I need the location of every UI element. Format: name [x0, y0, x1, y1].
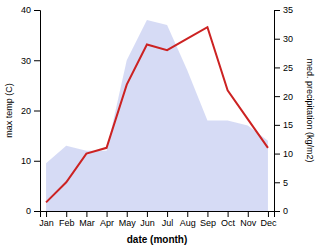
tick-mark	[167, 211, 168, 217]
tick: 30	[274, 34, 293, 44]
tick: Nov	[240, 211, 257, 228]
area	[46, 20, 268, 211]
tick: Jul	[162, 211, 174, 228]
tick-mark	[228, 211, 229, 217]
tick: Jun	[140, 211, 155, 228]
tick: 0	[274, 206, 288, 216]
tick: Jan	[39, 211, 54, 228]
tick-label: 20	[283, 92, 293, 102]
tick-label: 30	[283, 34, 293, 44]
tick-mark	[66, 211, 67, 217]
tick: 20	[21, 106, 40, 116]
tick-mark	[34, 211, 40, 212]
tick-label: Jun	[140, 218, 155, 228]
tick-label: 35	[283, 5, 293, 15]
tick: 40	[21, 5, 40, 15]
tick: 0	[26, 206, 40, 216]
tick-mark	[274, 96, 280, 97]
x-axis-title: date (month)	[127, 234, 188, 245]
axis-line	[41, 212, 275, 218]
tick-label: 10	[21, 156, 31, 166]
tick-label: Feb	[59, 218, 75, 228]
y-axis: 0 10 20 30 40	[21, 5, 41, 216]
tick-mark	[127, 211, 128, 217]
tick-mark	[34, 10, 40, 11]
chart: Jan Feb Mar Apr MayJun Jul Aug Sep Oct NovDec 0 10 2…	[0, 0, 318, 247]
tick-label: Mar	[79, 218, 95, 228]
tick-label: 10	[283, 149, 293, 159]
tick-mark	[187, 211, 188, 217]
axis-line	[34, 11, 41, 212]
tick-mark	[34, 161, 40, 162]
x-axis: Jan Feb Mar Apr MayJun Jul Aug Sep Oct NovDec	[39, 211, 277, 228]
tick: Aug	[180, 211, 196, 228]
tick-mark	[34, 60, 40, 61]
tick-mark	[248, 211, 249, 217]
tick-label: 5	[283, 178, 288, 188]
tick-mark	[274, 10, 280, 11]
tick-mark	[274, 182, 280, 183]
tick: Sep	[200, 211, 216, 228]
tick: May	[119, 211, 137, 228]
tick-label: May	[119, 218, 137, 228]
y2-axis: 0 5 10 15 20 25 30 35	[274, 5, 293, 216]
tick-label: Jul	[162, 218, 174, 228]
tick-mark	[34, 111, 40, 112]
y2-axis-title: med. precipitation (kg/m2)	[305, 58, 315, 162]
tick-mark	[274, 211, 280, 212]
tick-label: 15	[283, 120, 293, 130]
tick-label: Aug	[180, 218, 196, 228]
tick-mark	[268, 211, 269, 217]
tick-label: Sep	[200, 218, 216, 228]
tick: Mar	[79, 211, 95, 228]
tick-label: 30	[21, 56, 31, 66]
tick-mark	[207, 211, 208, 217]
tick-label: 0	[283, 206, 288, 216]
tick: Apr	[100, 211, 114, 228]
tick: 5	[274, 178, 288, 188]
tick-label: 25	[283, 63, 293, 73]
line	[46, 27, 268, 202]
tick-mark	[147, 211, 148, 217]
tick: 35	[274, 5, 293, 15]
y-axis-title: max temp (C)	[4, 83, 14, 138]
tick-label: Nov	[240, 218, 257, 228]
tick-label: 20	[21, 106, 31, 116]
tick-label: Dec	[260, 218, 277, 228]
tick-label: 40	[21, 5, 31, 15]
tick: 30	[21, 56, 40, 66]
tick-label: Jan	[39, 218, 54, 228]
tick: Feb	[59, 211, 75, 228]
tick-mark	[274, 39, 280, 40]
tick-mark	[107, 211, 108, 217]
tick-label: Oct	[221, 218, 236, 228]
tick-mark	[274, 154, 280, 155]
tick-mark	[86, 211, 87, 217]
tick: 10	[21, 156, 40, 166]
plot-area	[46, 20, 268, 211]
tick-mark	[46, 211, 47, 217]
tick: 25	[274, 63, 293, 73]
tick: 20	[274, 92, 293, 102]
tick: Oct	[221, 211, 236, 228]
tick-label: 0	[26, 206, 31, 216]
tick: 10	[274, 149, 293, 159]
tick-mark	[274, 67, 280, 68]
tick: Dec	[260, 211, 277, 228]
tick: 15	[274, 120, 293, 130]
axis-line	[275, 11, 281, 212]
tick-mark	[274, 125, 280, 126]
tick-label: Apr	[100, 218, 114, 228]
